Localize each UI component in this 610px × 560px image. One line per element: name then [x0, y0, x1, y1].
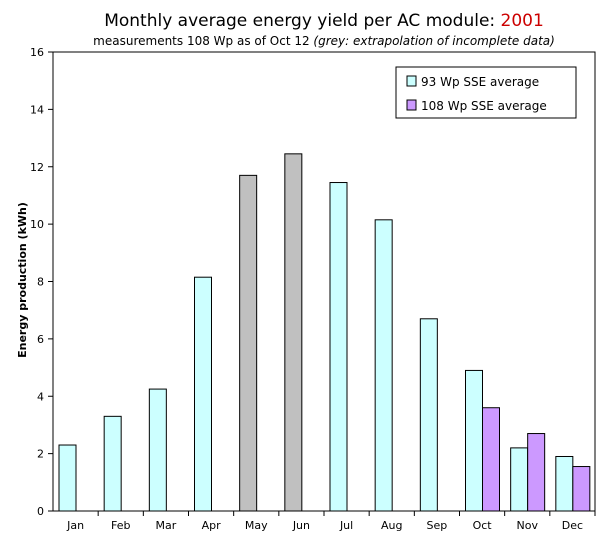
x-tick-label: Sep	[427, 519, 448, 532]
x-tick-label: Oct	[473, 519, 493, 532]
y-tick-label: 8	[37, 276, 44, 289]
x-tick-label: Feb	[111, 519, 130, 532]
chart-subtitle-text: measurements 108 Wp as of Oct 12	[93, 34, 313, 48]
legend-label-series-1: 93 Wp SSE average	[421, 75, 539, 89]
bar-feb-series-1	[103, 415, 122, 512]
x-tick-label: Jan	[66, 519, 84, 532]
bar-jan-series-1	[58, 444, 77, 512]
y-tick-label: 2	[37, 448, 44, 461]
bar-nov-series-1	[510, 447, 529, 512]
y-tick-label: 14	[30, 103, 44, 116]
x-tick-label: Jun	[292, 519, 310, 532]
x-tick-label: Jul	[339, 519, 353, 532]
y-tick-label: 12	[30, 161, 44, 174]
bar-apr-series-1	[194, 276, 212, 512]
legend-label-series-2: 108 Wp SSE average	[421, 99, 547, 113]
chart-subtitle: measurements 108 Wp as of Oct 12 (grey: …	[93, 34, 555, 48]
plot-area: 0 2 4 6 8 10 12 14 16 Jan Feb Mar Apr May Jun Jul Aug Sep…	[30, 46, 596, 532]
y-tick-label: 6	[37, 333, 44, 346]
x-tick-label: Dec	[562, 519, 583, 532]
bar-oct-series-1	[465, 369, 483, 512]
x-tick-label: Aug	[381, 519, 402, 532]
chart-title-text: Monthly average energy yield per AC modu…	[104, 11, 500, 31]
bar-nov-series-2	[527, 433, 546, 512]
y-tick-label: 0	[37, 505, 44, 518]
bar-mar-series-1	[148, 388, 167, 512]
bar-jul-series-1	[329, 182, 348, 512]
bar-may-series-1	[239, 174, 258, 512]
y-tick-label: 4	[37, 390, 44, 403]
bar-dec-series-2	[572, 466, 591, 512]
y-axis-label: Energy production (kWh)	[16, 202, 29, 358]
x-tick-label: Mar	[156, 519, 177, 532]
bar-aug-series-1	[374, 219, 393, 512]
chart-subtitle-note: (grey: extrapolation of incomplete data)	[313, 34, 554, 48]
chart-title: Monthly average energy yield per AC modu…	[104, 11, 544, 31]
legend-swatch-series-2	[406, 99, 417, 111]
x-tick-label: Apr	[202, 519, 222, 532]
x-tick-label: May	[245, 519, 268, 532]
legend-box	[395, 66, 577, 119]
chart-title-year: 2001	[501, 11, 544, 31]
bar-sep-series-1	[419, 318, 438, 512]
y-tick-label: 10	[30, 218, 44, 231]
y-tick-label: 16	[30, 46, 44, 59]
plot-frame	[52, 51, 596, 512]
legend: 93 Wp SSE average 108 Wp SSE average	[395, 66, 577, 119]
bar-jun-series-1	[284, 153, 303, 512]
legend-swatch-series-1	[406, 75, 417, 87]
x-tick-label: Nov	[517, 519, 539, 532]
bar-oct-series-2	[482, 407, 500, 512]
bar-dec-series-1	[555, 455, 574, 512]
